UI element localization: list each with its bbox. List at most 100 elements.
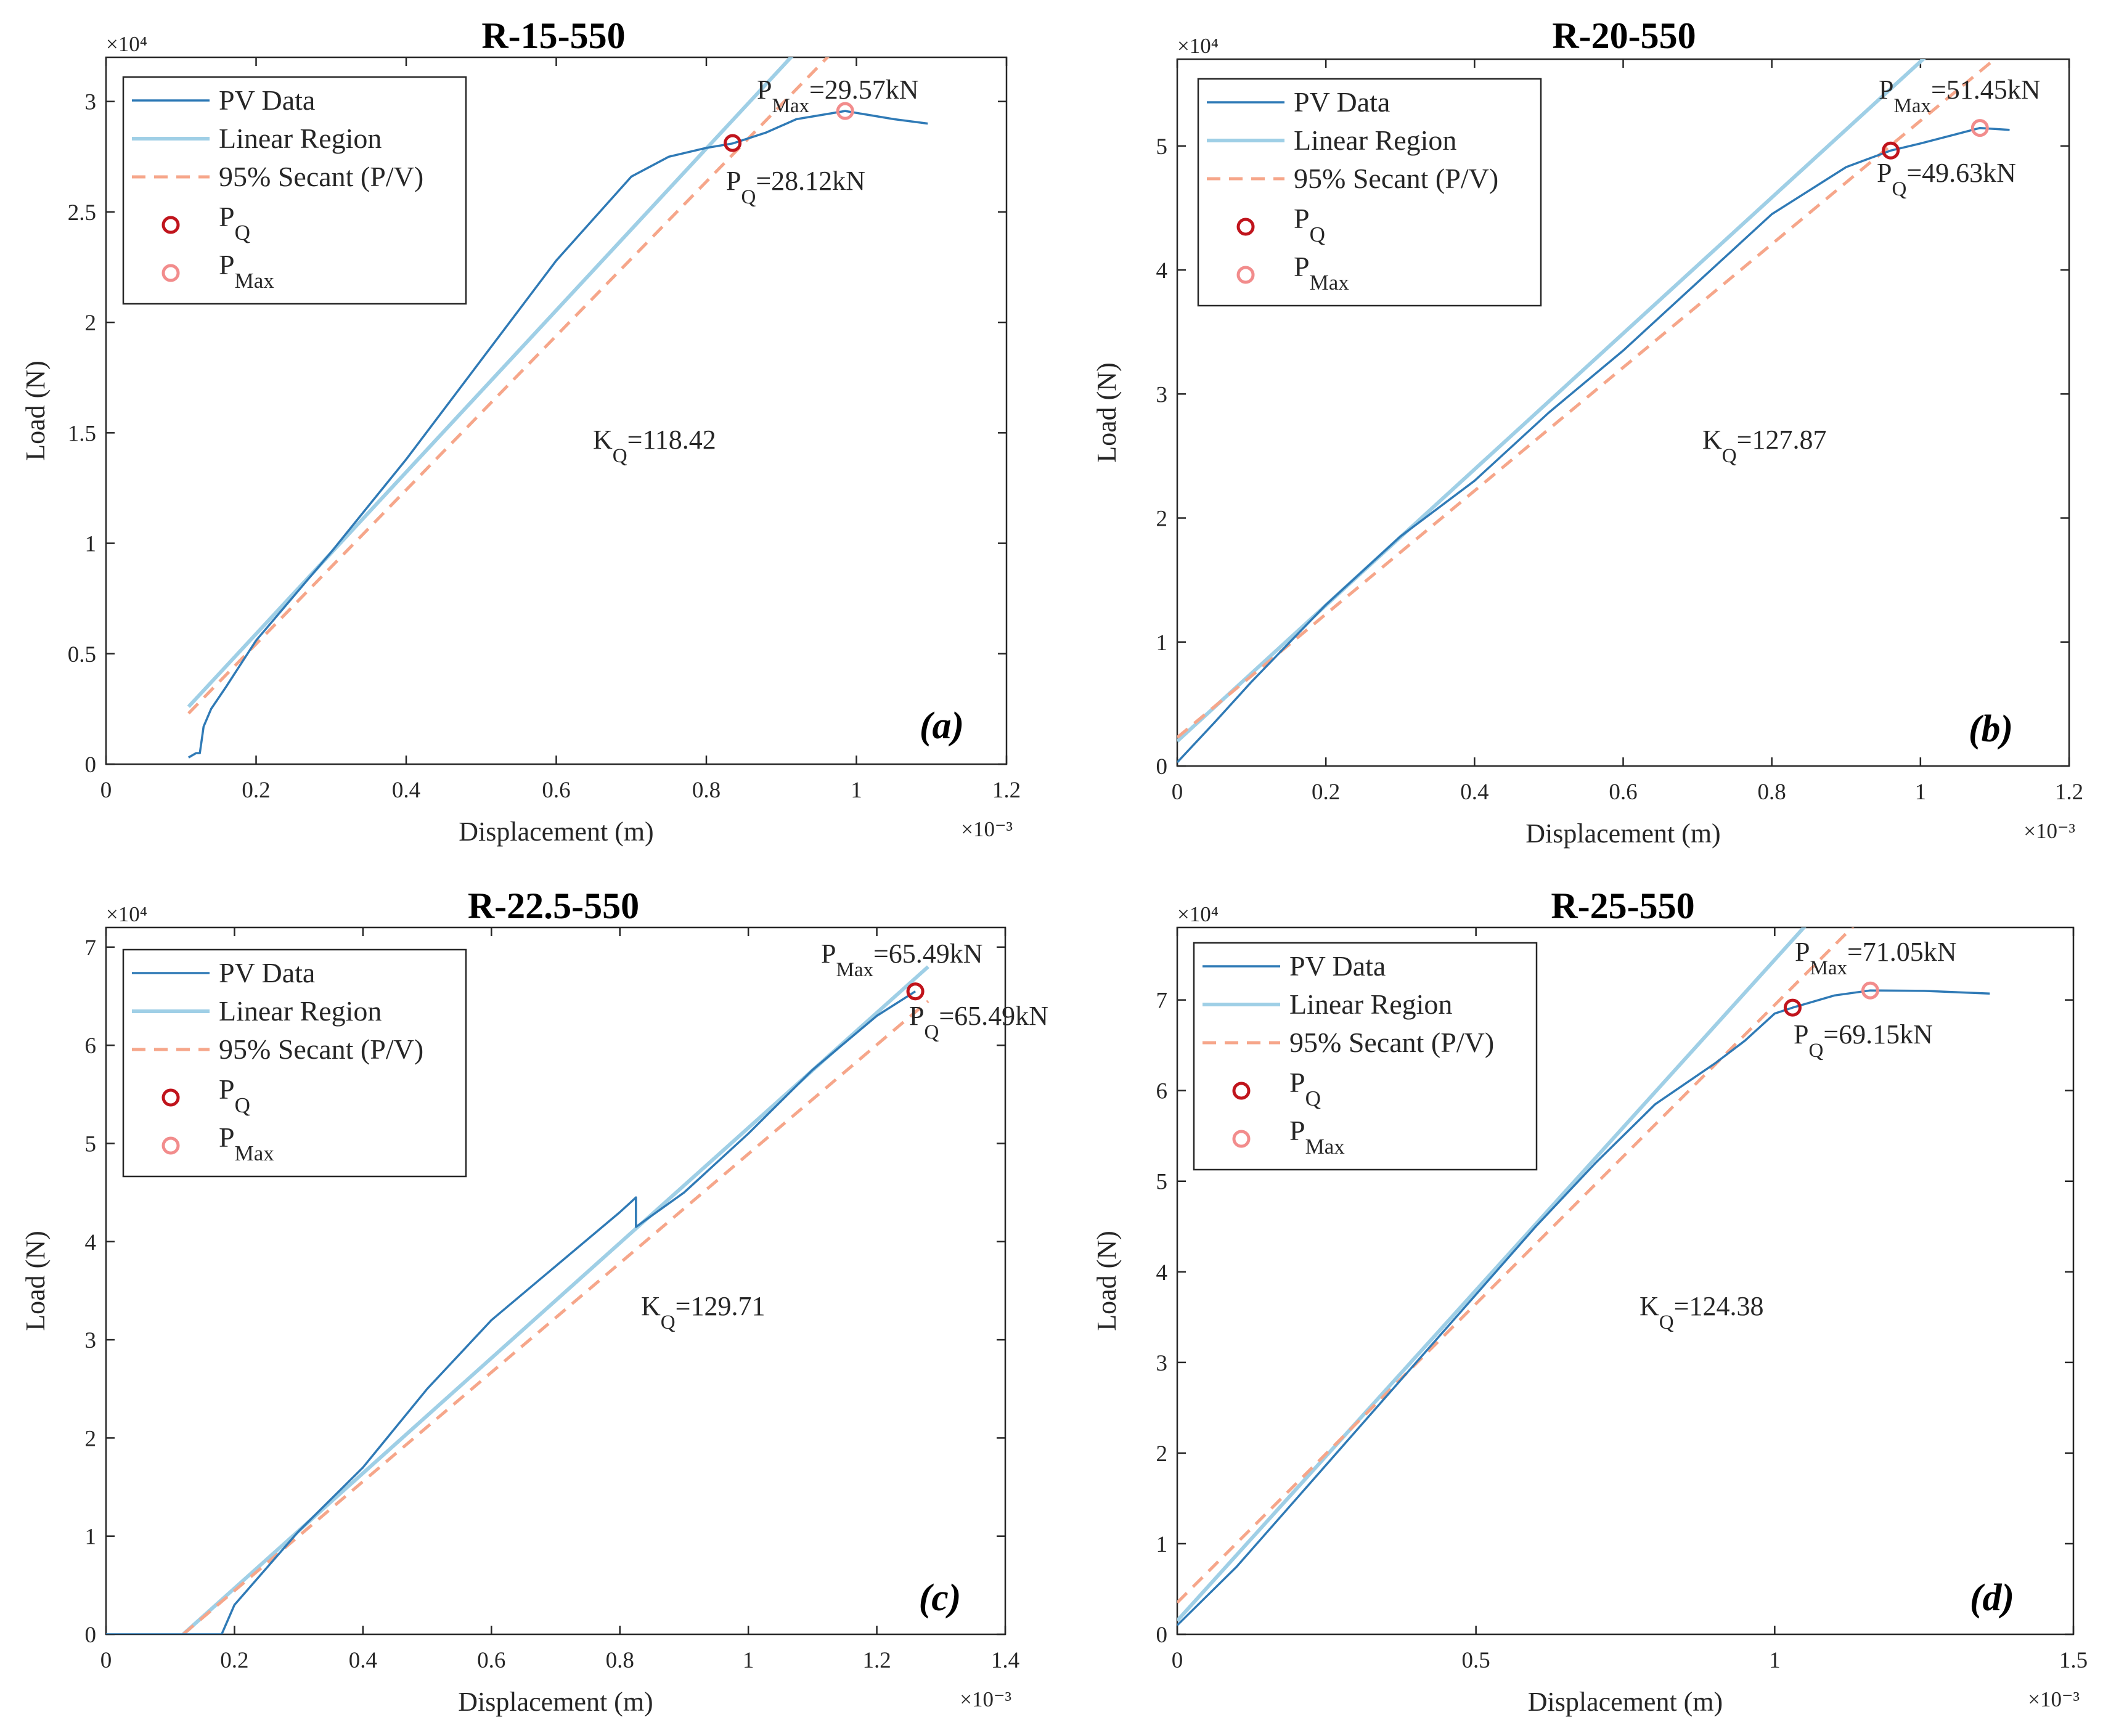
chart-title: R-15-550 bbox=[481, 15, 625, 56]
legend-secant-label: 95% Secant (P/V) bbox=[219, 1033, 423, 1065]
legend-pmax-swatch bbox=[1232, 1130, 1251, 1148]
y-tick-label: 1 bbox=[1156, 630, 1168, 656]
panel-a: 0 0.2 0.4 0.6 0.8 1 1.2 0 0.5 1 1.5 2 2.5 3 Displaceme… bbox=[20, 15, 1021, 847]
pq-marker bbox=[906, 982, 925, 1001]
x-multiplier: ×10⁻³ bbox=[961, 817, 1013, 841]
legend-pv-data-label: PV Data bbox=[1294, 86, 1390, 118]
y-tick-label: 5 bbox=[85, 1131, 97, 1157]
kq-annotation: KQ=129.71 bbox=[641, 1291, 765, 1334]
legend-linear-region-label: Linear Region bbox=[219, 995, 382, 1027]
legend-pmax-label: PMax bbox=[1289, 1115, 1345, 1159]
legend-pq-swatch bbox=[1236, 218, 1255, 236]
legend-linear-region-label: Linear Region bbox=[219, 123, 382, 154]
x-tick-label: 0.5 bbox=[1462, 1648, 1490, 1673]
pmax-marker bbox=[836, 102, 854, 120]
series-group bbox=[106, 965, 929, 1634]
x-tick-label: 1 bbox=[1915, 780, 1927, 805]
x-tick-label: 0.6 bbox=[477, 1648, 505, 1673]
legend-pq-label: PQ bbox=[219, 1074, 250, 1117]
panel-c: 0 0.2 0.4 0.6 0.8 1 1.2 1.4 0 1 2 3 4 5 6 7 Displacement… bbox=[20, 886, 1048, 1717]
x-axis-label: Displacement (m) bbox=[1525, 818, 1720, 849]
y-axis-label: Load (N) bbox=[20, 361, 51, 461]
y-tick-label: 2 bbox=[85, 311, 97, 336]
legend-box bbox=[122, 76, 467, 305]
y-tick-label: 3 bbox=[1156, 1351, 1168, 1376]
pmax-annotation: PMax=29.57kN bbox=[757, 75, 919, 117]
y-axis-label: Load (N) bbox=[1092, 362, 1122, 463]
legend-pq-swatch bbox=[161, 216, 180, 234]
x-tick-label: 1.2 bbox=[2055, 780, 2083, 805]
pq-annotation: PQ=65.49kN bbox=[909, 1001, 1048, 1043]
pq-annotation: PQ=69.15kN bbox=[1794, 1019, 1933, 1062]
y-axis-label: Load (N) bbox=[1092, 1231, 1122, 1331]
legend-pv-data-label: PV Data bbox=[219, 84, 315, 116]
kq-annotation: KQ=127.87 bbox=[1702, 425, 1826, 467]
y-tick-label: 3 bbox=[85, 90, 97, 115]
linear-region-line bbox=[1177, 927, 1807, 1622]
y-multiplier: ×10⁴ bbox=[1177, 34, 1219, 58]
x-axis-label: Displacement (m) bbox=[1528, 1687, 1723, 1717]
y-tick-label: 5 bbox=[1156, 134, 1168, 160]
y-tick-label: 1 bbox=[85, 532, 97, 557]
pq-marker bbox=[1783, 998, 1802, 1017]
panel-label: (c) bbox=[919, 1577, 962, 1619]
axes-box bbox=[1176, 926, 2075, 1636]
y-tick-label: 2.5 bbox=[68, 200, 96, 226]
y-tick-label: 1.5 bbox=[68, 421, 96, 446]
pq-marker bbox=[724, 134, 742, 152]
x-tick-label: 1 bbox=[851, 778, 862, 803]
kq-annotation: KQ=124.38 bbox=[1640, 1291, 1763, 1334]
x-tick-label: 0.8 bbox=[692, 778, 721, 803]
x-tick-label: 1 bbox=[1769, 1648, 1781, 1673]
x-tick-label: 0.4 bbox=[1460, 780, 1488, 805]
y-axis-label: Load (N) bbox=[20, 1231, 51, 1331]
secant-line bbox=[1177, 59, 1998, 739]
pq-annotation: PQ=49.63kN bbox=[1877, 158, 2016, 200]
y-tick-label: 2 bbox=[1156, 507, 1168, 532]
y-tick-label: 5 bbox=[1156, 1170, 1168, 1195]
pv-data-line bbox=[1177, 126, 2010, 764]
legend-secant-label: 95% Secant (P/V) bbox=[1289, 1027, 1494, 1058]
chart-title: R-20-550 bbox=[1552, 15, 1696, 56]
y-tick-label: 0 bbox=[1156, 1623, 1168, 1648]
pq-marker bbox=[1882, 141, 1900, 160]
series-group bbox=[1177, 59, 2010, 764]
chart-title: R-25-550 bbox=[1551, 886, 1694, 926]
x-tick-label: 0 bbox=[100, 1648, 112, 1673]
y-tick-label: 0 bbox=[85, 1623, 97, 1648]
legend-pmax-label: PMax bbox=[1294, 251, 1349, 295]
secant-line bbox=[1177, 927, 1855, 1604]
y-tick-label: 0 bbox=[1156, 754, 1168, 780]
panel-label: (b) bbox=[1969, 708, 2013, 750]
x-tick-label: 0 bbox=[1172, 1648, 1183, 1673]
y-multiplier: ×10⁴ bbox=[106, 32, 147, 56]
legend-pq-swatch bbox=[1232, 1082, 1251, 1100]
panel-label: (a) bbox=[920, 705, 964, 747]
y-tick-label: 1 bbox=[85, 1525, 97, 1550]
y-tick-label: 6 bbox=[85, 1033, 97, 1059]
pmax-annotation: PMax=71.05kN bbox=[1795, 937, 1957, 979]
y-tick-label: 6 bbox=[1156, 1079, 1168, 1104]
panel-b: 0 0.2 0.4 0.6 0.8 1 1.2 0 1 2 3 4 5 Displacement (m) L… bbox=[1092, 15, 2083, 849]
legend-secant-label: 95% Secant (P/V) bbox=[219, 161, 423, 192]
legend-pv-data-label: PV Data bbox=[1289, 950, 1386, 982]
pv-data-line bbox=[1177, 989, 1990, 1626]
secant-line bbox=[182, 1000, 929, 1634]
legend-pmax-swatch bbox=[161, 1136, 180, 1155]
x-multiplier: ×10⁻³ bbox=[2028, 1687, 2080, 1711]
y-multiplier: ×10⁴ bbox=[1177, 902, 1219, 926]
y-tick-label: 0 bbox=[85, 752, 97, 778]
x-axis-label: Displacement (m) bbox=[459, 817, 653, 847]
legend-box bbox=[1193, 942, 1538, 1171]
x-tick-label: 0.6 bbox=[1609, 780, 1637, 805]
y-multiplier: ×10⁴ bbox=[106, 902, 147, 926]
pmax-annotation: PMax=51.45kN bbox=[1879, 75, 2041, 117]
axes-box bbox=[105, 926, 1007, 1636]
x-tick-label: 1.5 bbox=[2059, 1648, 2088, 1673]
y-tick-label: 1 bbox=[1156, 1532, 1168, 1557]
legend-pq-label: PQ bbox=[219, 201, 250, 245]
legend-box bbox=[1197, 78, 1542, 307]
legend-pmax-label: PMax bbox=[219, 1122, 274, 1165]
